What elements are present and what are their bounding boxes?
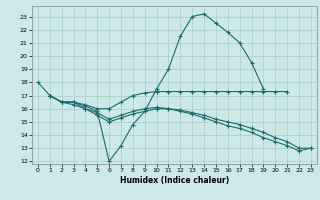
- X-axis label: Humidex (Indice chaleur): Humidex (Indice chaleur): [120, 176, 229, 185]
